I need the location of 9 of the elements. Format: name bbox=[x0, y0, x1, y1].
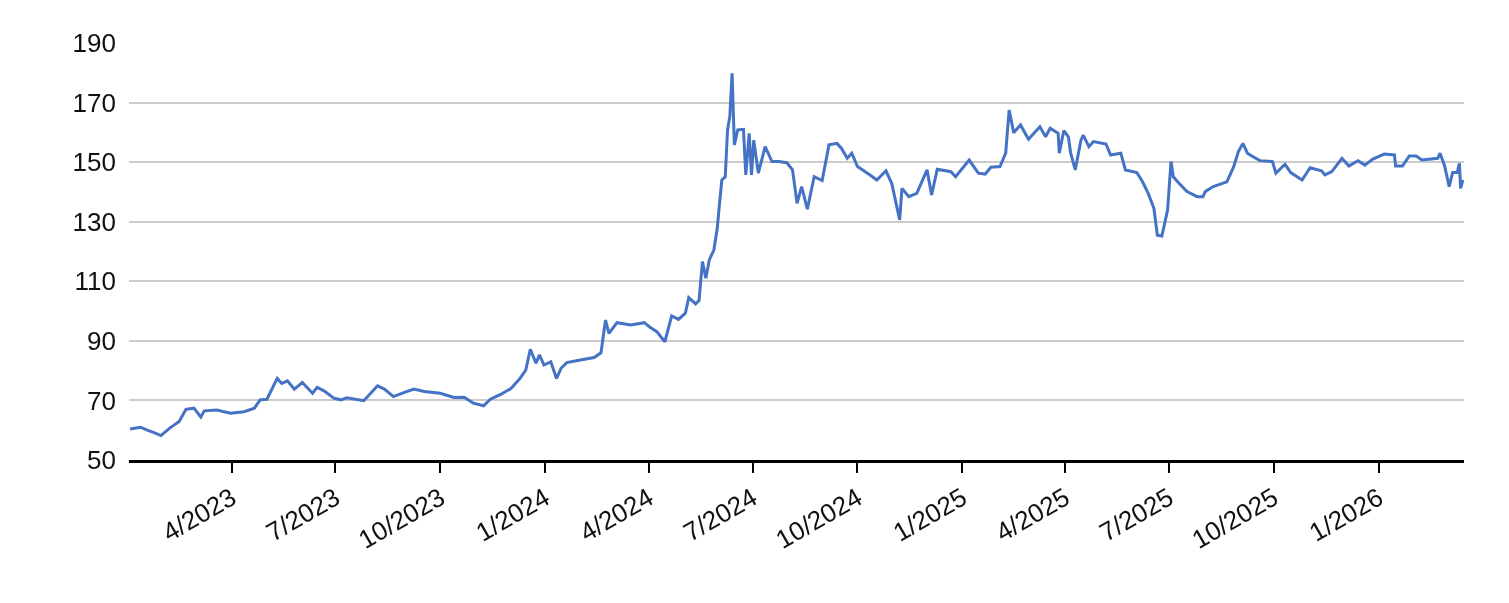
y-tick-label: 90 bbox=[87, 325, 116, 356]
y-tick-label: 170 bbox=[72, 87, 116, 118]
line-series bbox=[129, 71, 1464, 438]
y-tick-label: 130 bbox=[72, 206, 116, 237]
y-tick-label: 50 bbox=[87, 445, 116, 476]
y-tick-label: 70 bbox=[87, 385, 116, 416]
y-tick-label: 190 bbox=[72, 28, 116, 59]
y-tick-label: 150 bbox=[72, 147, 116, 178]
y-tick-label: 110 bbox=[74, 266, 116, 297]
